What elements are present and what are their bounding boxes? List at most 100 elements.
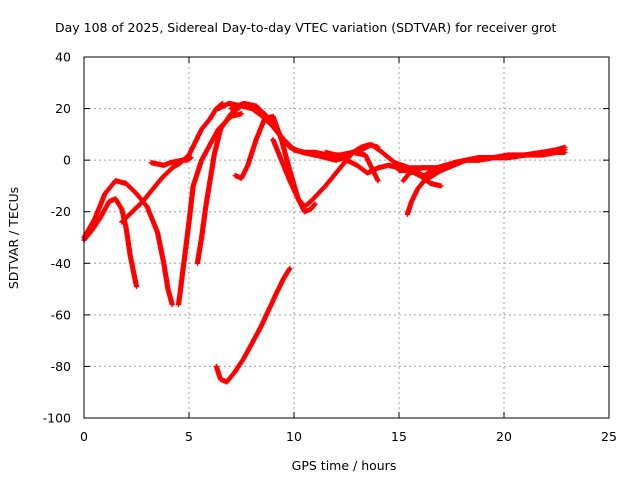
series-15 — [213, 265, 293, 385]
y-tick-label: -80 — [51, 359, 71, 374]
data-point-trail — [207, 153, 217, 183]
data-point-trail — [241, 341, 254, 361]
data-point-trail — [199, 205, 209, 239]
data-point-trail — [254, 117, 267, 141]
series-4 — [148, 154, 194, 168]
data-point-trail — [409, 187, 420, 203]
data-point-trail — [186, 140, 198, 157]
data-point-trail — [193, 127, 204, 144]
data-point — [188, 154, 194, 161]
data-point-trail — [239, 163, 250, 180]
data-point-trail — [270, 138, 284, 162]
data-point-trail — [159, 166, 174, 180]
axis-ticks: 0 5 10 15 20 25 -100 -80 -60 -40 -20 0 20 40 — [43, 50, 617, 445]
data-point-trail — [281, 266, 292, 281]
chart-title: Day 108 of 2025, Sidereal Day-to-day VTE… — [55, 20, 557, 35]
data-point — [133, 283, 140, 290]
x-tick-label: 0 — [80, 429, 88, 444]
data-point-trail — [98, 199, 112, 219]
data-point-trail — [258, 308, 271, 330]
series-3 — [119, 100, 226, 225]
y-tick-label: -60 — [51, 307, 71, 322]
data-point-trail — [203, 179, 213, 208]
y-tick-label: 20 — [55, 101, 71, 116]
y-tick-label: -100 — [43, 411, 71, 426]
data-point-trail — [380, 150, 397, 165]
data-point — [375, 178, 381, 184]
data-point-trail — [195, 236, 204, 265]
data-point — [287, 265, 293, 272]
data-point — [562, 144, 568, 150]
data-point-trail — [229, 101, 246, 111]
data-point — [312, 201, 318, 207]
y-tick-label: -40 — [51, 256, 71, 271]
x-axis-label: GPS time / hours — [292, 458, 397, 473]
data-point-trail — [208, 127, 221, 147]
series-10 — [270, 136, 381, 210]
data-point-trail — [309, 184, 328, 204]
data-point-trail — [302, 199, 313, 209]
series-14 — [396, 144, 568, 179]
data-point-trail — [178, 254, 188, 291]
y-tick-label: 40 — [55, 50, 71, 65]
y-tick-label: 0 — [63, 153, 71, 168]
data-point-trail — [266, 117, 284, 139]
data-point-trail — [124, 181, 139, 196]
data-point-trail — [149, 176, 164, 193]
data-point-trail — [393, 160, 411, 171]
data-point-trail — [218, 112, 233, 131]
data-point-trail — [211, 127, 223, 157]
x-tick-label: 5 — [185, 429, 193, 444]
data-point-trail — [266, 290, 280, 312]
data-point-trail — [199, 117, 212, 131]
data-point-trail — [370, 142, 384, 155]
plot-frame — [83, 56, 610, 419]
data-point-trail — [186, 184, 196, 224]
data-point-trail — [127, 254, 139, 288]
y-axis-label: SDTVAR / TECUs — [6, 187, 21, 289]
data-point-trail — [103, 179, 118, 196]
data-point-trail — [82, 217, 97, 240]
data-point — [169, 301, 175, 308]
data-point-trail — [224, 369, 238, 384]
data-point — [562, 149, 568, 156]
data-points — [81, 100, 568, 385]
data-point-trail — [323, 166, 343, 188]
data-point-trail — [279, 135, 296, 152]
y-tick-label: -20 — [51, 204, 71, 219]
data-point-trail — [245, 138, 259, 167]
x-tick-label: 10 — [286, 429, 302, 444]
x-tick-label: 20 — [496, 429, 512, 444]
data-point-trail — [144, 205, 160, 234]
data-point-trail — [113, 197, 124, 211]
data-point-trail — [191, 158, 204, 188]
x-tick-label: 25 — [601, 429, 617, 444]
data-point-trail — [208, 106, 219, 121]
data-point-trail — [199, 143, 212, 162]
data-point-trail — [250, 106, 265, 119]
series-11 — [322, 149, 444, 189]
data-point-trail — [233, 357, 246, 374]
series-2 — [81, 178, 175, 308]
data-point-trail — [155, 230, 167, 265]
data-point-trail — [355, 163, 370, 175]
data-point-trail — [140, 189, 154, 204]
data-point — [438, 183, 444, 189]
data-point-trail — [275, 277, 286, 294]
data-point-trail — [161, 261, 171, 291]
data-point-trail — [439, 160, 456, 170]
data-point-trail — [90, 215, 103, 232]
data-point — [238, 111, 245, 117]
data-point-trail — [182, 220, 192, 257]
data-point-trail — [279, 158, 292, 183]
data-point-trail — [123, 225, 133, 257]
data-point-trail — [92, 192, 108, 221]
data-point-trail — [254, 104, 271, 121]
data-point-trail — [287, 179, 301, 201]
data-point-trail — [130, 199, 145, 214]
data-point-trail — [250, 326, 263, 345]
x-tick-label: 15 — [391, 429, 407, 444]
data-point-trail — [120, 209, 135, 224]
